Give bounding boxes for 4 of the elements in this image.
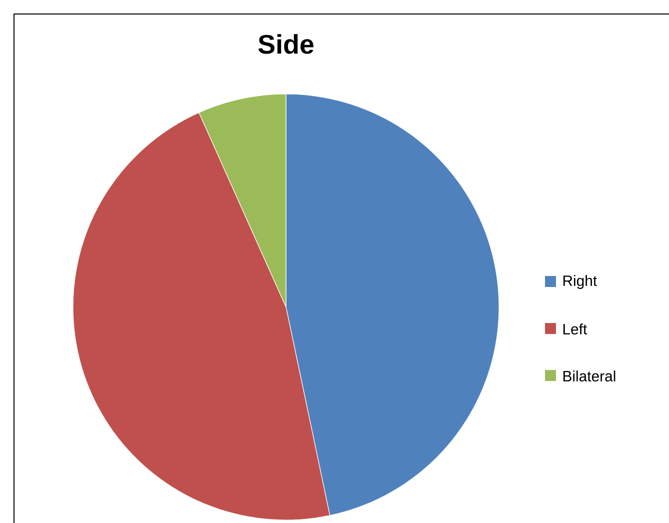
legend-label: Left <box>563 324 588 334</box>
legend-label: Bilateral <box>563 370 616 382</box>
legend-label: Right <box>563 275 597 289</box>
chart-title: Side <box>258 34 314 54</box>
